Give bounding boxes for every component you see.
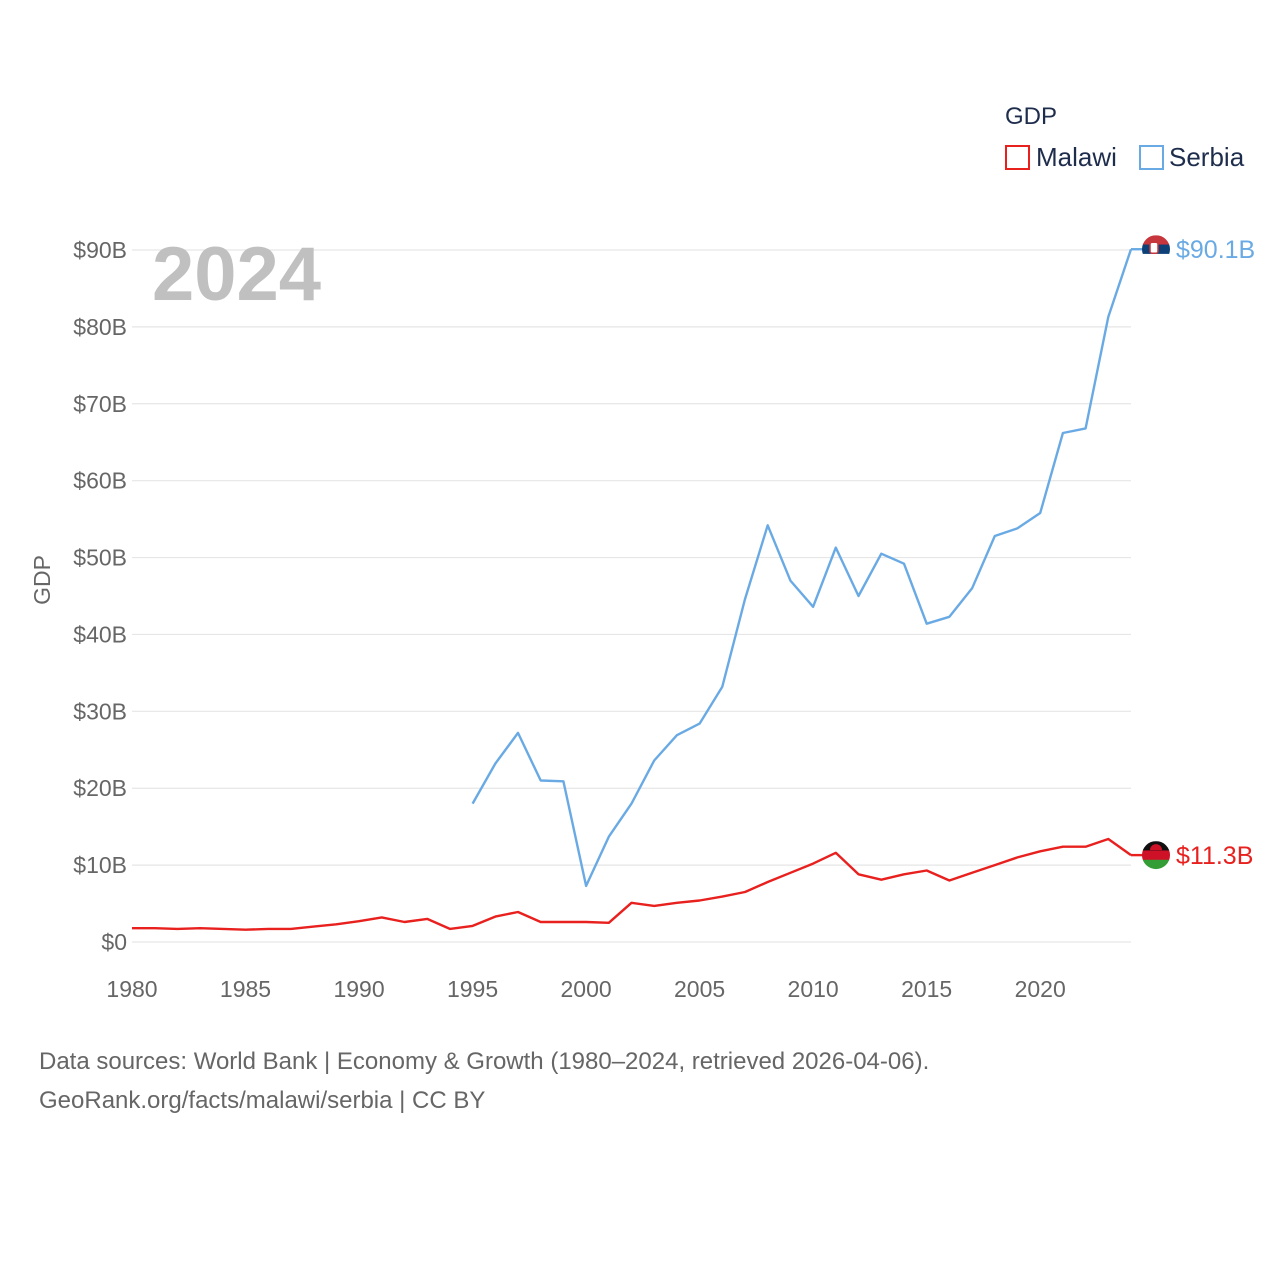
legend[interactable]: GDP Malawi Serbia: [1005, 103, 1245, 172]
legend-title: GDP: [1005, 103, 1057, 130]
x-tick-label: 2015: [901, 976, 952, 1002]
grid-lines: [132, 249, 1131, 943]
x-tick-label: 1980: [106, 976, 157, 1002]
series-end-markers: $11.3B $90.1B: [1131, 235, 1255, 870]
y-tick-label: $50B: [73, 545, 127, 571]
y-axis-title: GDP: [29, 555, 55, 605]
malawi-flag-icon: [1142, 841, 1170, 870]
series-line-malawi[interactable]: [132, 837, 1132, 931]
x-tick-label: 1990: [333, 976, 384, 1002]
x-tick-label: 2010: [788, 976, 839, 1002]
legend-item-serbia[interactable]: Serbia: [1139, 142, 1245, 172]
gdp-line-chart: $0 $10B $20B $30B $40B $50B $60B $70B $80B $90B 1…: [29, 103, 1255, 1002]
y-tick-label: $10B: [73, 852, 127, 878]
y-tick-label: $0: [101, 929, 127, 955]
legend-label-serbia: Serbia: [1169, 142, 1245, 172]
y-tick-label: $40B: [73, 621, 127, 647]
serbia-flag-icon: [1142, 235, 1170, 264]
y-tick-label: $30B: [73, 698, 127, 724]
footer-sources: Data sources: World Bank | Economy & Gro…: [39, 1048, 930, 1075]
legend-swatch-malawi: [1005, 145, 1030, 170]
y-tick-label: $90B: [73, 237, 127, 263]
y-tick-label: $60B: [73, 468, 127, 494]
legend-swatch-serbia: [1139, 145, 1164, 170]
x-tick-label: 2000: [561, 976, 612, 1002]
end-value-label-malawi: $11.3B: [1176, 842, 1253, 870]
legend-item-malawi[interactable]: Malawi: [1005, 142, 1117, 172]
end-value-label-serbia: $90.1B: [1176, 236, 1255, 264]
x-tick-label: 1995: [447, 976, 498, 1002]
footer-attribution[interactable]: GeoRank.org/facts/malawi/serbia | CC BY: [39, 1087, 486, 1114]
legend-label-malawi: Malawi: [1036, 142, 1117, 172]
series-line-serbia[interactable]: [471, 248, 1133, 888]
y-axis-ticks: $0 $10B $20B $30B $40B $50B $60B $70B $80B $90B: [73, 237, 127, 955]
series-lines: [132, 248, 1133, 931]
x-tick-label: 1985: [220, 976, 271, 1002]
year-watermark: 2024: [152, 232, 321, 317]
y-tick-label: $20B: [73, 775, 127, 801]
footer: Data sources: World Bank | Economy & Gro…: [39, 1042, 929, 1120]
y-tick-label: $80B: [73, 314, 127, 340]
x-tick-label: 2020: [1015, 976, 1066, 1002]
y-tick-label: $70B: [73, 391, 127, 417]
x-axis-ticks: 1980 1985 1990 1995 2000 2005 2010 2015 2020: [106, 976, 1065, 1002]
x-tick-label: 2005: [674, 976, 725, 1002]
